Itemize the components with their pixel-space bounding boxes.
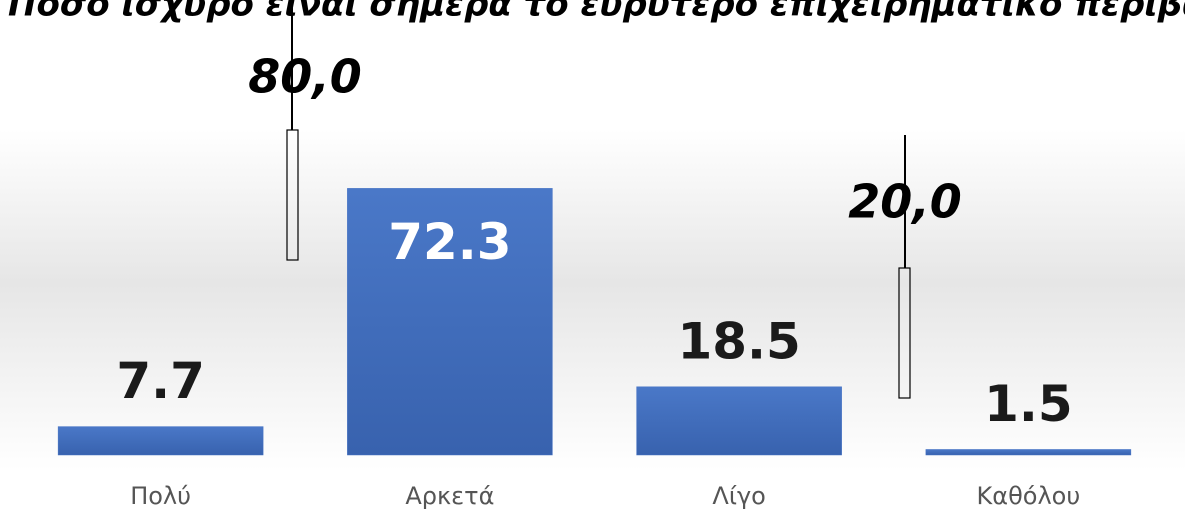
data-label: 1.5 [984,375,1073,433]
plot-background [0,130,1185,470]
annotation-box [286,129,299,261]
x-tick-label: Λίγο [712,482,765,510]
x-tick-label: Αρκετά [405,482,494,510]
annotation: 20,0 [848,175,962,229]
bar [925,449,1132,456]
bar [347,188,553,456]
annotation: 80,0 [248,50,362,104]
annotation-box [898,267,911,399]
data-label: 7.7 [116,352,205,410]
chart-title: Πόσο ισχυρό είναι σήμερα το ευρύτερο επι… [8,0,1185,25]
data-label: 18.5 [677,312,800,370]
bar [636,386,842,456]
x-tick-label: Καθόλου [977,482,1081,510]
data-label: 72.3 [388,213,511,271]
bar [57,426,264,456]
x-tick-label: Πολύ [130,482,191,510]
